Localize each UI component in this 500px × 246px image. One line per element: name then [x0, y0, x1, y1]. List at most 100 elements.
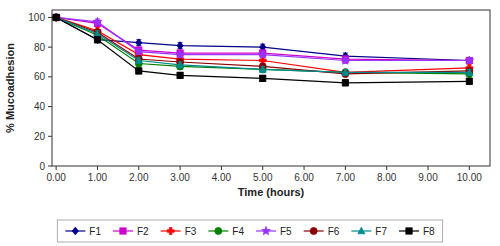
legend: F1 F2 F3 F4 F5 F6 F7 F8 — [57, 220, 442, 242]
data-point — [134, 47, 143, 55]
x-axis-label: Time (hours) — [238, 186, 305, 198]
legend-item: F4 — [208, 226, 244, 237]
series — [52, 13, 474, 64]
series-line — [56, 17, 469, 60]
y-tick — [48, 166, 52, 167]
x-tick-label: 4.00 — [212, 172, 232, 183]
x-tick-label: 1.00 — [88, 172, 108, 183]
data-point — [53, 14, 59, 20]
legend-item: F1 — [65, 226, 101, 237]
data-point — [342, 69, 349, 76]
series-line — [56, 17, 469, 60]
error-bar — [467, 78, 472, 84]
plot-frame — [52, 10, 490, 166]
legend-marker — [167, 228, 174, 235]
data-point — [466, 69, 473, 76]
data-point — [135, 57, 142, 64]
x-tick-label: 9.00 — [418, 172, 438, 183]
x-tick — [304, 166, 305, 170]
legend-item: F8 — [399, 226, 435, 237]
data-point — [258, 50, 267, 58]
legend-frame — [57, 220, 442, 242]
series-line — [56, 17, 469, 73]
y-axis: 020406080100 — [28, 12, 52, 172]
legend-label: F5 — [280, 226, 292, 237]
data-point — [52, 13, 60, 21]
y-tick-label: 0 — [39, 161, 45, 172]
y-tick — [48, 17, 52, 18]
legend-item: F7 — [351, 226, 387, 237]
y-tick — [48, 136, 52, 137]
legend-marker — [310, 228, 317, 235]
data-point — [53, 14, 59, 20]
error-bar — [178, 43, 183, 49]
data-point — [342, 69, 349, 76]
x-tick — [180, 166, 181, 170]
x-tick — [428, 166, 429, 170]
y-tick — [48, 47, 52, 48]
x-tick-label: 0.00 — [46, 172, 66, 183]
data-point — [260, 75, 266, 81]
x-tick-label: 2.00 — [129, 172, 149, 183]
data-point — [177, 42, 183, 50]
series — [53, 14, 473, 65]
data-point — [466, 78, 472, 84]
data-point — [466, 67, 473, 74]
series-line — [56, 17, 469, 73]
y-tick — [48, 76, 52, 77]
x-tick-label: 3.00 — [170, 172, 190, 183]
x-tick — [469, 166, 470, 170]
data-point — [465, 56, 474, 64]
x-tick — [386, 166, 387, 170]
series — [53, 14, 473, 86]
legend-label: F8 — [423, 226, 435, 237]
plot-data — [52, 13, 474, 86]
data-point — [53, 14, 60, 21]
legend-marker — [358, 227, 365, 234]
error-bar — [178, 72, 183, 78]
y-tick-label: 40 — [34, 101, 46, 112]
series-line — [56, 17, 469, 60]
data-point — [93, 17, 102, 25]
error-bar — [95, 37, 100, 43]
legend-item: F6 — [304, 226, 340, 237]
legend-label: F4 — [232, 226, 244, 237]
legend-marker — [262, 226, 271, 234]
x-tick-label: 7.00 — [336, 172, 356, 183]
data-point — [176, 50, 185, 58]
x-tick-label: 8.00 — [377, 172, 397, 183]
legend-marker — [120, 228, 126, 234]
series — [53, 14, 473, 77]
x-tick — [97, 166, 98, 170]
chart: 0.00 1.00 2.00 3.00 4.00 5.00 6.00 7.00 8.00 9.00… — [0, 0, 500, 246]
series-line — [56, 17, 469, 72]
data-point — [342, 69, 349, 76]
x-tick — [221, 166, 222, 170]
data-point — [136, 39, 142, 47]
legend-marker — [72, 227, 78, 235]
x-tick — [345, 166, 346, 170]
data-point — [94, 36, 100, 44]
legend-item: F2 — [113, 226, 149, 237]
data-point — [94, 30, 101, 37]
error-bar — [136, 40, 141, 46]
y-tick-label: 100 — [28, 12, 45, 23]
data-point — [341, 56, 350, 64]
data-point — [177, 72, 183, 78]
x-tick — [262, 166, 263, 170]
series — [53, 14, 473, 63]
x-tick-label: 6.00 — [294, 172, 314, 183]
data-point — [53, 14, 59, 22]
x-axis: 0.00 1.00 2.00 3.00 4.00 5.00 6.00 7.00 8.00 9.00… — [46, 166, 482, 183]
error-bar — [136, 68, 141, 74]
series-line — [56, 17, 469, 82]
legend-label: F1 — [89, 226, 101, 237]
data-point — [136, 68, 142, 74]
data-point — [53, 14, 60, 21]
x-tick-label: 5.00 — [253, 172, 273, 183]
legend-label: F3 — [185, 226, 197, 237]
data-point — [342, 80, 348, 86]
legend-label: F2 — [137, 226, 149, 237]
series-line — [56, 17, 469, 72]
y-tick-label: 80 — [34, 42, 46, 53]
